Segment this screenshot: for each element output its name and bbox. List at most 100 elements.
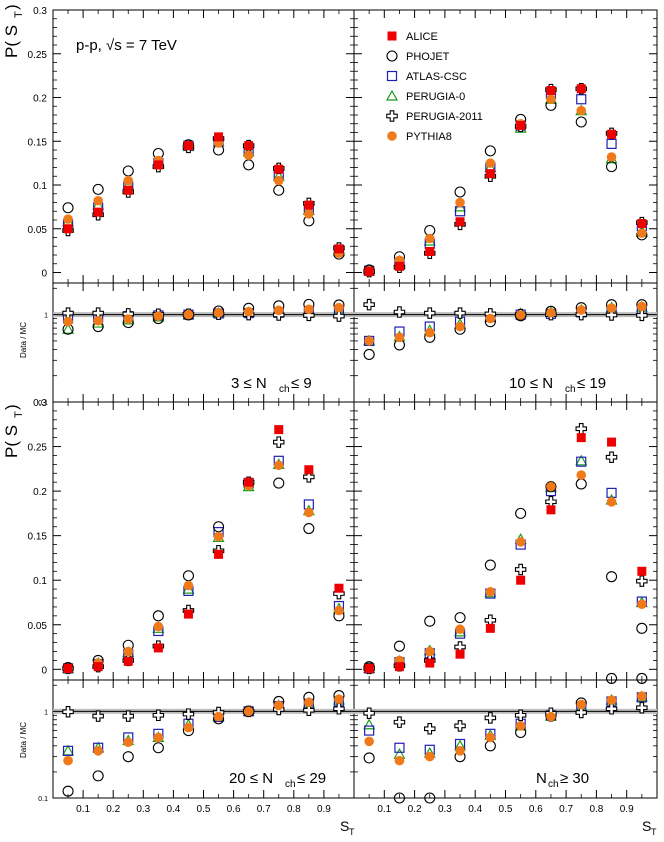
ratio-point-perugia-2011 bbox=[393, 306, 406, 318]
xtick-label: 0.3 bbox=[438, 804, 452, 815]
legend-marker-alice bbox=[387, 31, 397, 41]
ratio-point-perugia-2011 bbox=[454, 720, 466, 732]
ratio-point-phojet bbox=[92, 770, 104, 782]
ylabel-main-top-group: P( S T ) bbox=[2, 4, 25, 58]
ratio-point-perugia-2011 bbox=[605, 703, 618, 715]
nch-label-bottom-right-main: N bbox=[536, 770, 547, 787]
point-phojet bbox=[575, 116, 587, 128]
point-pythia8 bbox=[243, 150, 254, 161]
ylabel-ratio-top: Data / MC bbox=[19, 322, 28, 358]
ratio-point-perugia-2011 bbox=[393, 716, 406, 728]
ratio-point-pythia8 bbox=[334, 302, 344, 313]
xtick-label: 0.7 bbox=[559, 804, 573, 815]
legend-label-perugia-2011: PERUGIA-2011 bbox=[406, 111, 483, 123]
point-alice bbox=[214, 549, 224, 559]
point-phojet bbox=[122, 165, 134, 177]
point-perugia-2011 bbox=[636, 575, 648, 587]
xtick-label: 0.9 bbox=[317, 804, 331, 815]
point-pythia8 bbox=[424, 646, 435, 657]
nch-label-top-right: 10 ≤ N ch ≤ 19 bbox=[509, 375, 606, 395]
ratio-point-pythia8 bbox=[485, 732, 496, 743]
ratio-point-pythia8 bbox=[515, 721, 526, 731]
ratio-point-pythia8 bbox=[576, 305, 587, 315]
ratio-point-atlas-csc bbox=[394, 742, 405, 753]
ratio-point-pythia8 bbox=[243, 306, 254, 317]
point-alice bbox=[334, 244, 344, 254]
point-alice bbox=[93, 207, 103, 217]
point-alice bbox=[63, 663, 73, 673]
ratio-point-phojet bbox=[122, 751, 134, 763]
ratio-point-pythia8 bbox=[213, 711, 224, 722]
ratio-point-atlas-csc bbox=[62, 745, 74, 756]
ratio-point-perugia-2011 bbox=[454, 307, 466, 319]
legend-marker-pythia8 bbox=[387, 131, 397, 141]
point-phojet bbox=[213, 521, 225, 533]
nch-label-top-right-tail: ≤ 19 bbox=[577, 375, 606, 392]
ratio-point-perugia-2011 bbox=[303, 704, 315, 716]
point-alice bbox=[425, 658, 435, 668]
ytick-label: 0.3 bbox=[33, 398, 47, 409]
ratio-point-pythia8 bbox=[273, 700, 284, 711]
xtick-label: 0.4 bbox=[468, 804, 482, 815]
xtick-label: 0.2 bbox=[106, 804, 120, 815]
ratio-point-phojet bbox=[424, 792, 436, 804]
point-perugia-2011 bbox=[303, 471, 315, 483]
ratio-point-pythia8 bbox=[63, 316, 73, 327]
marks-layer bbox=[62, 83, 648, 804]
ytick-label: 0.2 bbox=[33, 94, 47, 105]
ratio-point-pythia8 bbox=[576, 699, 587, 710]
point-alice bbox=[214, 132, 224, 142]
frame-bottom-left-main bbox=[52, 401, 355, 681]
ratio-point-perugia-2011 bbox=[62, 705, 74, 718]
xtick-label: 0.7 bbox=[257, 804, 271, 815]
ratio-point-pythia8 bbox=[213, 307, 224, 318]
ylabel-main-top-close: ) bbox=[2, 4, 21, 10]
legend-label-phojet: PHOJET bbox=[406, 51, 450, 63]
ratio-point-pythia8 bbox=[394, 755, 405, 766]
nch-label-bottom-left-main: 20 ≤ N bbox=[229, 770, 273, 787]
point-alice bbox=[637, 566, 647, 576]
point-alice bbox=[607, 437, 617, 447]
frame-top-right-main bbox=[353, 9, 658, 284]
point-alice bbox=[274, 164, 284, 174]
ratio-point-pythia8 bbox=[123, 314, 134, 324]
ylabel-main-bottom-group: P( S T ) bbox=[2, 404, 25, 458]
point-alice bbox=[123, 656, 133, 666]
ratio-point-pythia8 bbox=[424, 751, 435, 762]
point-pythia8 bbox=[485, 158, 496, 168]
xtick-label: 0.2 bbox=[408, 804, 422, 815]
point-alice bbox=[183, 141, 193, 151]
nch-label-top-left: 3 ≤ N ch ≤ 9 bbox=[231, 375, 312, 395]
point-phojet bbox=[243, 159, 255, 171]
ratio-point-pythia8 bbox=[304, 697, 314, 708]
nch-label-bottom-left-tail: ≤ 29 bbox=[297, 770, 326, 787]
point-phojet bbox=[424, 615, 436, 627]
ratio-tick-label: 0.1 bbox=[38, 400, 48, 407]
ratio-point-pythia8 bbox=[364, 336, 374, 346]
ratio-point-phojet bbox=[152, 742, 164, 754]
legend-label-pythia8: PYTHIA8 bbox=[406, 131, 452, 143]
ratio-point-pythia8 bbox=[606, 303, 617, 313]
nch-label-bottom-right-tail: ≥ 30 bbox=[560, 770, 589, 787]
nch-label-top-left-main: 3 ≤ N bbox=[231, 375, 267, 392]
ratio-point-phojet bbox=[393, 792, 406, 804]
point-pythia8 bbox=[637, 228, 647, 238]
point-phojet bbox=[273, 477, 285, 489]
legend-marker-perugia-0 bbox=[385, 89, 399, 101]
ratio-point-pythia8 bbox=[153, 732, 164, 743]
point-phojet bbox=[454, 186, 466, 198]
frame-top-right-ratio bbox=[353, 282, 658, 403]
point-alice bbox=[93, 662, 103, 672]
nch-label-top-left-sub: ch bbox=[279, 384, 290, 395]
point-alice bbox=[183, 609, 193, 619]
ylabel-main-top-text: P( S bbox=[2, 25, 21, 58]
ratio-point-perugia-2011 bbox=[182, 708, 195, 720]
xtick-label: 0.1 bbox=[76, 804, 90, 815]
xtick-label: 0.4 bbox=[166, 804, 180, 815]
point-atlas-csc bbox=[606, 138, 617, 149]
ratio-point-pythia8 bbox=[243, 706, 254, 717]
point-phojet bbox=[605, 571, 618, 583]
ytick-label: 0.1 bbox=[33, 576, 47, 587]
xtick-label: 0.3 bbox=[136, 804, 150, 815]
point-alice bbox=[394, 662, 404, 672]
